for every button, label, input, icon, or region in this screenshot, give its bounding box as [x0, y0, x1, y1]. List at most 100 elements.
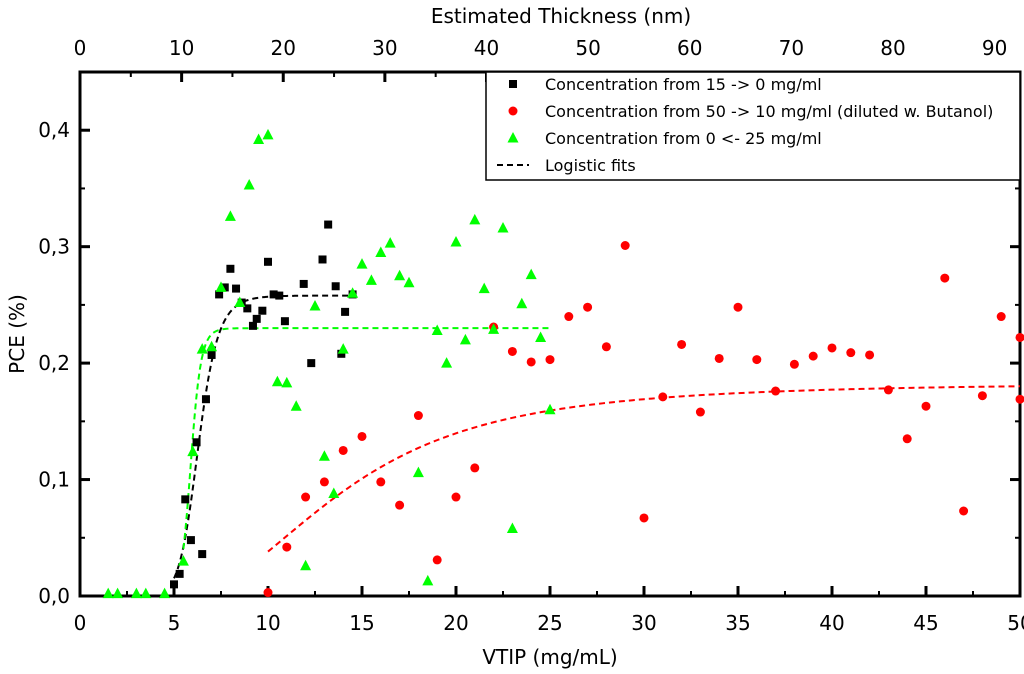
y-tick-label: 0,1 — [38, 468, 70, 492]
data-point — [243, 178, 255, 190]
y-axis-title: PCE (%) — [5, 294, 29, 374]
data-point — [290, 400, 302, 411]
data-point — [331, 282, 340, 291]
data-point — [535, 331, 547, 342]
data-point — [470, 463, 480, 473]
x2-tick-label: 50 — [575, 36, 600, 60]
data-point — [545, 355, 555, 365]
data-point — [187, 445, 199, 457]
data-point — [695, 407, 705, 417]
y-tick-label: 0,0 — [38, 584, 70, 608]
data-point — [269, 290, 278, 299]
data-point — [771, 386, 781, 396]
data-point — [337, 343, 349, 354]
x2-tick-label: 30 — [372, 36, 397, 60]
y-tick-label: 0,2 — [38, 351, 70, 375]
data-point — [544, 403, 556, 415]
data-point — [341, 307, 350, 316]
data-point — [201, 395, 210, 404]
data-point — [186, 536, 195, 545]
data-point — [347, 287, 359, 298]
data-point — [232, 284, 241, 293]
data-point — [601, 342, 611, 352]
data-point — [337, 349, 346, 358]
data-point — [196, 343, 208, 354]
fit-line — [182, 327, 550, 549]
data-point — [281, 376, 293, 388]
data-point — [940, 273, 950, 283]
data-point — [207, 350, 216, 359]
data-point — [215, 290, 224, 299]
x2-tick-label: 40 — [474, 36, 499, 60]
data-point — [1015, 332, 1024, 342]
data-point — [441, 357, 453, 368]
data-point — [412, 466, 424, 478]
fit-line — [267, 385, 1021, 553]
data-point — [192, 438, 201, 447]
data-point — [376, 477, 386, 487]
data-point — [307, 359, 316, 368]
data-point — [365, 274, 377, 285]
data-point — [357, 431, 367, 441]
x-axis-title: VTIP (mg/mL) — [482, 645, 617, 669]
data-point — [507, 346, 517, 356]
data-point — [395, 500, 405, 510]
data-point — [280, 317, 289, 326]
legend-label: Concentration from 0 <- 25 mg/ml — [545, 129, 822, 148]
data-point — [170, 580, 178, 589]
data-point — [808, 351, 818, 361]
x-tick-label: 20 — [443, 611, 468, 635]
data-point — [902, 434, 912, 444]
legend-marker-icon — [507, 132, 519, 143]
data-point — [226, 264, 235, 273]
y-tick-label: 0,4 — [38, 118, 70, 142]
data-point — [827, 343, 837, 353]
data-point — [356, 258, 368, 269]
data-point — [263, 588, 273, 598]
data-point — [198, 550, 207, 559]
data-point — [252, 314, 261, 323]
data-point — [921, 401, 931, 411]
data-point — [264, 257, 272, 266]
data-point — [175, 569, 184, 578]
data-point — [181, 495, 190, 504]
data-point — [996, 312, 1006, 322]
data-point — [583, 302, 593, 312]
data-point — [159, 587, 171, 599]
data-point — [977, 391, 987, 401]
data-point — [215, 281, 227, 292]
x-tick-label: 10 — [255, 611, 280, 635]
data-point — [262, 128, 274, 140]
data-point — [714, 353, 724, 363]
fit-curves — [173, 294, 1021, 579]
data-point — [620, 241, 630, 251]
data-point — [258, 306, 267, 315]
data-point — [300, 559, 312, 571]
x-tick-label: 30 — [631, 611, 656, 635]
data-point — [959, 506, 969, 516]
data-point — [450, 236, 462, 247]
data-point — [394, 269, 406, 281]
data-point — [384, 237, 396, 248]
data-point — [658, 392, 668, 402]
x-tick-label: 40 — [819, 611, 844, 635]
x2-tick-label: 10 — [169, 36, 194, 60]
x2-tick-label: 90 — [982, 36, 1007, 60]
data-point — [526, 357, 536, 367]
data-point — [459, 333, 471, 345]
legend-label: Concentration from 15 -> 0 mg/ml — [545, 75, 822, 94]
data-point — [318, 450, 330, 461]
data-point — [177, 555, 189, 566]
data-point — [488, 323, 500, 334]
data-point — [469, 213, 481, 225]
x2-tick-label: 0 — [74, 36, 87, 60]
data-point — [253, 133, 265, 145]
data-point — [309, 300, 321, 311]
data-point — [318, 255, 327, 264]
data-point — [112, 587, 124, 599]
data-points — [102, 128, 1024, 599]
data-point — [846, 348, 856, 358]
data-point — [299, 279, 308, 288]
legend-marker-icon — [509, 80, 517, 88]
